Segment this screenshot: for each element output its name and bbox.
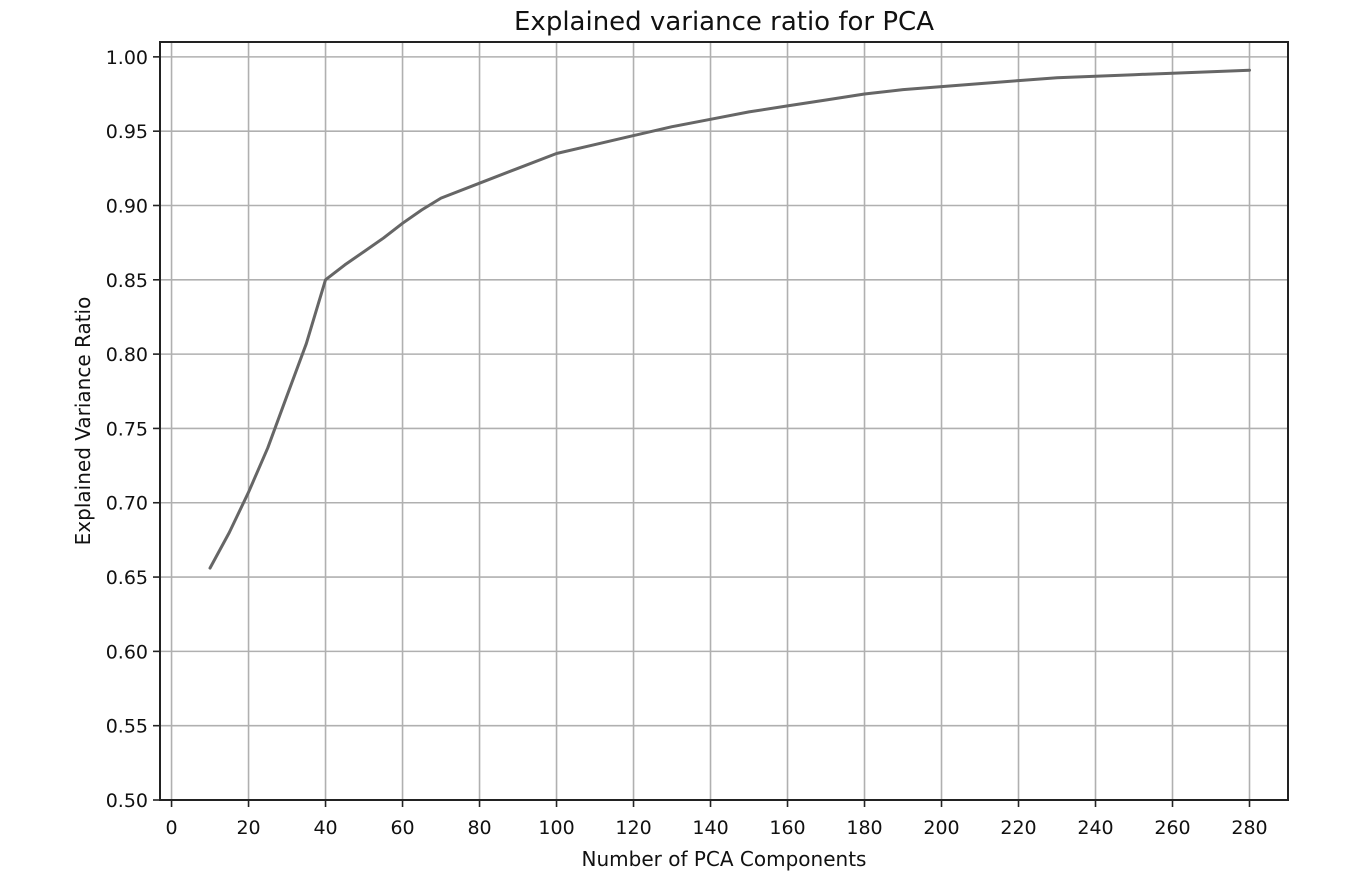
y-axis: 0.50 0.55 0.60 0.65 0.70 0.75 0.80 0.85 0.90 0.95… xyxy=(106,47,160,812)
x-tick-label: 60 xyxy=(390,817,414,839)
y-axis-label: Explained Variance Ratio xyxy=(71,297,95,546)
x-tick-label: 80 xyxy=(467,817,491,839)
y-tick-label: 1.00 xyxy=(106,47,148,69)
x-axis-label: Number of PCA Components xyxy=(582,847,867,871)
x-tick-label: 40 xyxy=(313,817,337,839)
y-tick-label: 0.70 xyxy=(106,493,148,515)
y-tick-label: 0.50 xyxy=(106,790,148,812)
y-tick-label: 0.65 xyxy=(106,567,148,589)
x-tick-label: 220 xyxy=(1000,817,1036,839)
series-line-0 xyxy=(208,68,1251,570)
x-axis: 0 20 40 60 80 100 120 140 160 180 200 220 240 260 280 xyxy=(166,800,1268,839)
x-tick-label: 160 xyxy=(769,817,805,839)
x-tick-label: 20 xyxy=(236,817,260,839)
x-tick-label: 120 xyxy=(615,817,651,839)
y-tick-label: 0.85 xyxy=(106,270,148,292)
chart-title: Explained variance ratio for PCA xyxy=(514,7,934,37)
x-tick-label: 140 xyxy=(692,817,728,839)
x-tick-label: 0 xyxy=(166,817,178,839)
x-tick-label: 260 xyxy=(1154,817,1190,839)
x-tick-label: 100 xyxy=(538,817,574,839)
x-tick-label: 280 xyxy=(1231,817,1267,839)
y-tick-label: 0.95 xyxy=(106,121,148,143)
grid xyxy=(160,42,1288,801)
x-tick-label: 200 xyxy=(923,817,959,839)
y-tick-label: 0.80 xyxy=(106,344,148,366)
y-tick-label: 0.55 xyxy=(106,716,148,738)
y-tick-label: 0.90 xyxy=(106,195,148,217)
x-tick-label: 180 xyxy=(846,817,882,839)
x-tick-label: 240 xyxy=(1077,817,1113,839)
series-layer xyxy=(208,68,1251,570)
y-tick-label: 0.75 xyxy=(106,418,148,440)
y-tick-label: 0.60 xyxy=(106,641,148,663)
plot-frame xyxy=(159,41,1289,801)
